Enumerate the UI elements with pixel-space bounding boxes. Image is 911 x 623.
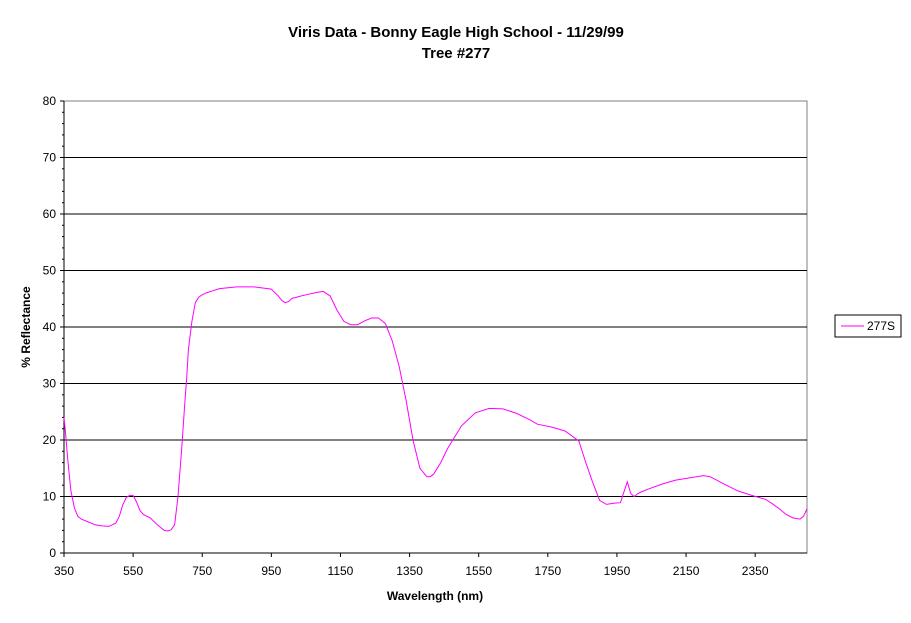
series-line-277S: [63, 286, 808, 532]
y-tick-label: 20: [43, 433, 57, 447]
legend-box: [834, 314, 902, 338]
x-tick-label: 1750: [534, 564, 561, 578]
y-tick-label: 60: [43, 207, 57, 221]
y-tick-label: 30: [43, 377, 57, 391]
legend: 277S: [834, 314, 902, 338]
y-tick-label: 0: [49, 546, 56, 560]
chart-subtitle: Tree #277: [422, 45, 490, 62]
y-tick-label: 50: [43, 264, 57, 278]
x-tick-label: 1550: [465, 564, 492, 578]
legend-label-277S: 277S: [867, 319, 895, 333]
gridlines: [60, 100, 807, 554]
x-tick-label: 2350: [742, 564, 769, 578]
y-minor-ticks: [62, 111, 64, 543]
x-tick-labels: 350 550 750 950 1150 1350 1550 1750 1950 2150 2350: [54, 553, 769, 578]
chart-title: Viris Data - Bonny Eagle High School - 1…: [288, 24, 624, 41]
x-tick-label: 750: [192, 564, 212, 578]
x-tick-label: 1950: [604, 564, 631, 578]
y-tick-label: 70: [43, 151, 57, 165]
y-axis-title: % Reflectance: [19, 286, 33, 368]
x-axis-title: Wavelength (nm): [387, 589, 483, 603]
y-tick-label: 10: [43, 490, 57, 504]
x-tick-label: 2150: [673, 564, 700, 578]
x-tick-label: 550: [123, 564, 143, 578]
y-tick-label: 80: [43, 94, 57, 108]
x-tick-label: 950: [261, 564, 281, 578]
x-tick-label: 1350: [396, 564, 423, 578]
x-tick-label: 350: [54, 564, 74, 578]
x-tick-label: 1150: [328, 564, 354, 578]
y-tick-labels: 0 10 20 30 40 50 60 70 80: [43, 94, 57, 560]
y-tick-label: 40: [43, 320, 57, 334]
